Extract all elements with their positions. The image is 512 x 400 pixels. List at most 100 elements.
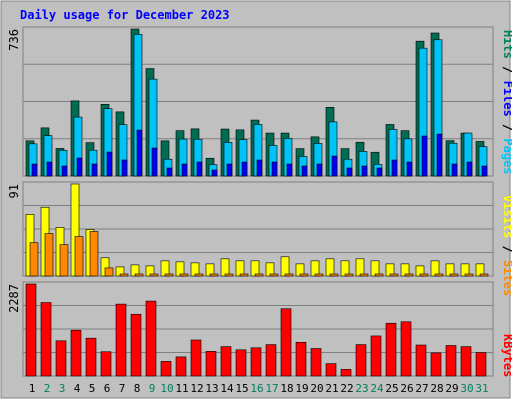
sites-bar	[59, 244, 69, 277]
pages-bar	[196, 161, 203, 177]
day-label: 8	[134, 382, 141, 395]
visits-axis-label: Visits	[501, 195, 512, 238]
visits-sites-panel	[22, 181, 494, 277]
pages-bar	[286, 163, 293, 177]
pages-bar	[211, 169, 218, 177]
sites-bar	[224, 273, 234, 277]
visits-bar	[220, 258, 230, 277]
pages-bar	[271, 161, 278, 177]
day-label: 23	[355, 382, 368, 395]
sites-bar	[404, 273, 414, 277]
sites-bar	[119, 273, 129, 277]
day-label: 19	[295, 382, 308, 395]
pages-bar	[136, 129, 143, 177]
sites-bar	[89, 231, 99, 277]
kbytes-bar	[355, 344, 367, 377]
sites-bar	[74, 236, 84, 277]
kbytes-bar	[190, 339, 202, 377]
sites-bar	[164, 273, 174, 277]
pages-bar	[46, 161, 53, 177]
svg-text:Visits / Sites: Visits / Sites	[501, 195, 512, 296]
pages-bar	[301, 165, 308, 177]
sites-bar	[314, 273, 324, 277]
day-label: 9	[149, 382, 156, 395]
kbytes-bar	[415, 344, 427, 377]
files-pages-separator: /	[501, 117, 512, 139]
pages-bar	[76, 157, 83, 177]
kbytes-bar	[310, 348, 322, 377]
day-label: 2	[44, 382, 51, 395]
sites-bar	[329, 273, 339, 277]
sites-bar	[434, 273, 444, 277]
kbytes-bar	[445, 345, 457, 377]
sites-bar	[269, 273, 279, 277]
pages-bar	[256, 159, 263, 177]
kbytes-bar	[175, 356, 187, 377]
kbytes-bar	[85, 337, 97, 377]
pages-bar	[121, 159, 128, 177]
visits-bar	[280, 256, 290, 277]
kbytes-bar	[235, 349, 247, 377]
pages-bar	[346, 167, 353, 177]
kbytes-bar	[25, 283, 37, 377]
day-label: 17	[265, 382, 278, 395]
pages-bar	[421, 135, 428, 177]
kbytes-bar	[295, 341, 307, 377]
sites-bar	[419, 273, 429, 277]
sites-bar	[209, 273, 219, 277]
kbytes-bar	[145, 300, 157, 377]
pages-bar	[436, 133, 443, 177]
kbytes-panel	[22, 281, 494, 377]
day-axis: 1 2 3 4 5 6 7 8 9 10 11 12 13 14 15 16 17 18 19 20 21 22 23 24 2…	[29, 382, 489, 395]
pages-bar	[91, 163, 98, 177]
day-label: 27	[415, 382, 428, 395]
day-label: 20	[310, 382, 323, 395]
kbytes-bar	[265, 344, 277, 377]
svg-text:KBytes: KBytes	[501, 334, 512, 377]
day-label: 7	[119, 382, 126, 395]
kbytes-bar	[385, 322, 397, 377]
day-label: 28	[430, 382, 443, 395]
day-label: 13	[205, 382, 218, 395]
day-label: 3	[59, 382, 66, 395]
day-label: 18	[280, 382, 293, 395]
pages-bar	[181, 163, 188, 177]
pages-bar	[331, 155, 338, 177]
kbytes-ymax-label: 2287	[7, 284, 21, 313]
visits-bar	[355, 258, 365, 277]
kbytes-bar	[460, 346, 472, 377]
kbytes-bar	[340, 369, 352, 377]
visits-ymax-label: 91	[7, 184, 21, 198]
sites-bar	[239, 273, 249, 277]
svg-text:Hits / Files / Pages: Hits / Files / Pages	[501, 30, 512, 175]
sites-bar	[194, 273, 204, 277]
day-label: 5	[89, 382, 96, 395]
day-label: 21	[325, 382, 338, 395]
sites-bar	[149, 273, 159, 277]
day-label: 4	[74, 382, 81, 395]
kbytes-bar	[280, 308, 292, 377]
sites-bar	[359, 273, 369, 277]
sites-bar	[29, 242, 39, 277]
sites-bar	[449, 273, 459, 277]
sites-bar	[464, 273, 474, 277]
sites-bar	[299, 273, 309, 277]
pages-bar	[166, 167, 173, 177]
pages-bar	[61, 165, 68, 177]
sites-bar	[479, 273, 489, 277]
day-label: 24	[370, 382, 384, 395]
kbytes-bar	[430, 352, 442, 377]
kbytes-bar	[205, 351, 217, 377]
day-label: 1	[29, 382, 36, 395]
kbytes-bar	[325, 363, 337, 377]
day-label: 10	[160, 382, 173, 395]
kbytes-bar	[250, 347, 262, 377]
pages-bar	[451, 163, 458, 177]
day-label: 31	[475, 382, 488, 395]
files-axis-label: Files	[501, 81, 512, 117]
hits-axis-label: Hits	[501, 30, 512, 59]
pages-bar	[316, 163, 323, 177]
pages-bar	[391, 159, 398, 177]
kbytes-bar	[100, 351, 112, 377]
